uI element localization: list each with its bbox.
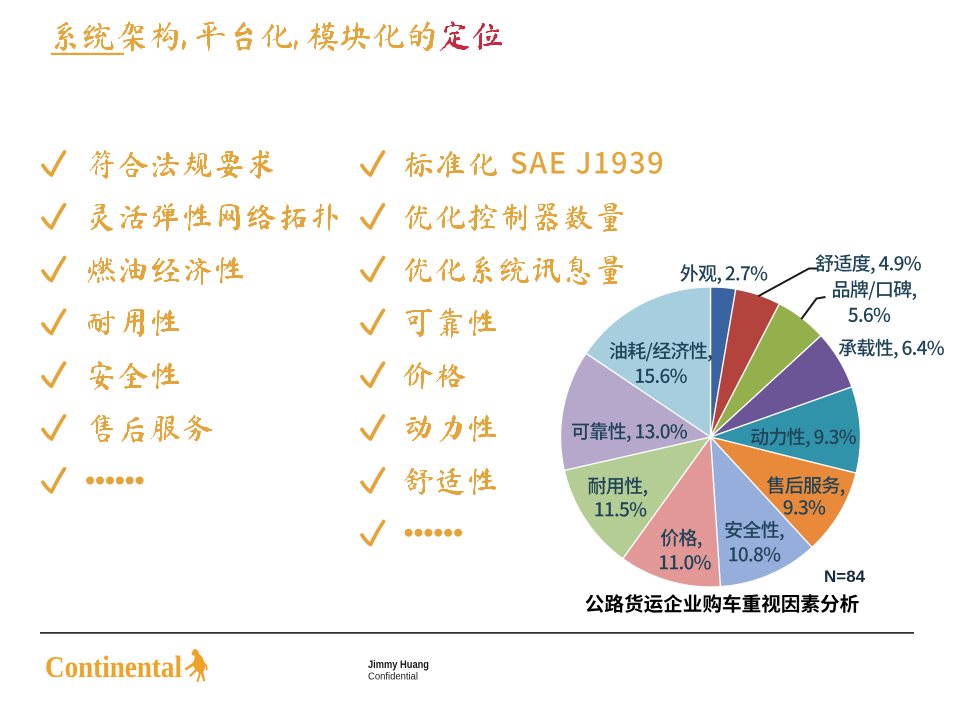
svg-text:N=84: N=84 xyxy=(824,567,866,586)
svg-text:Jimmy Huang: Jimmy Huang xyxy=(368,659,429,671)
svg-text:Continental: Continental xyxy=(45,649,182,684)
svg-text:Confidential: Confidential xyxy=(368,671,418,683)
